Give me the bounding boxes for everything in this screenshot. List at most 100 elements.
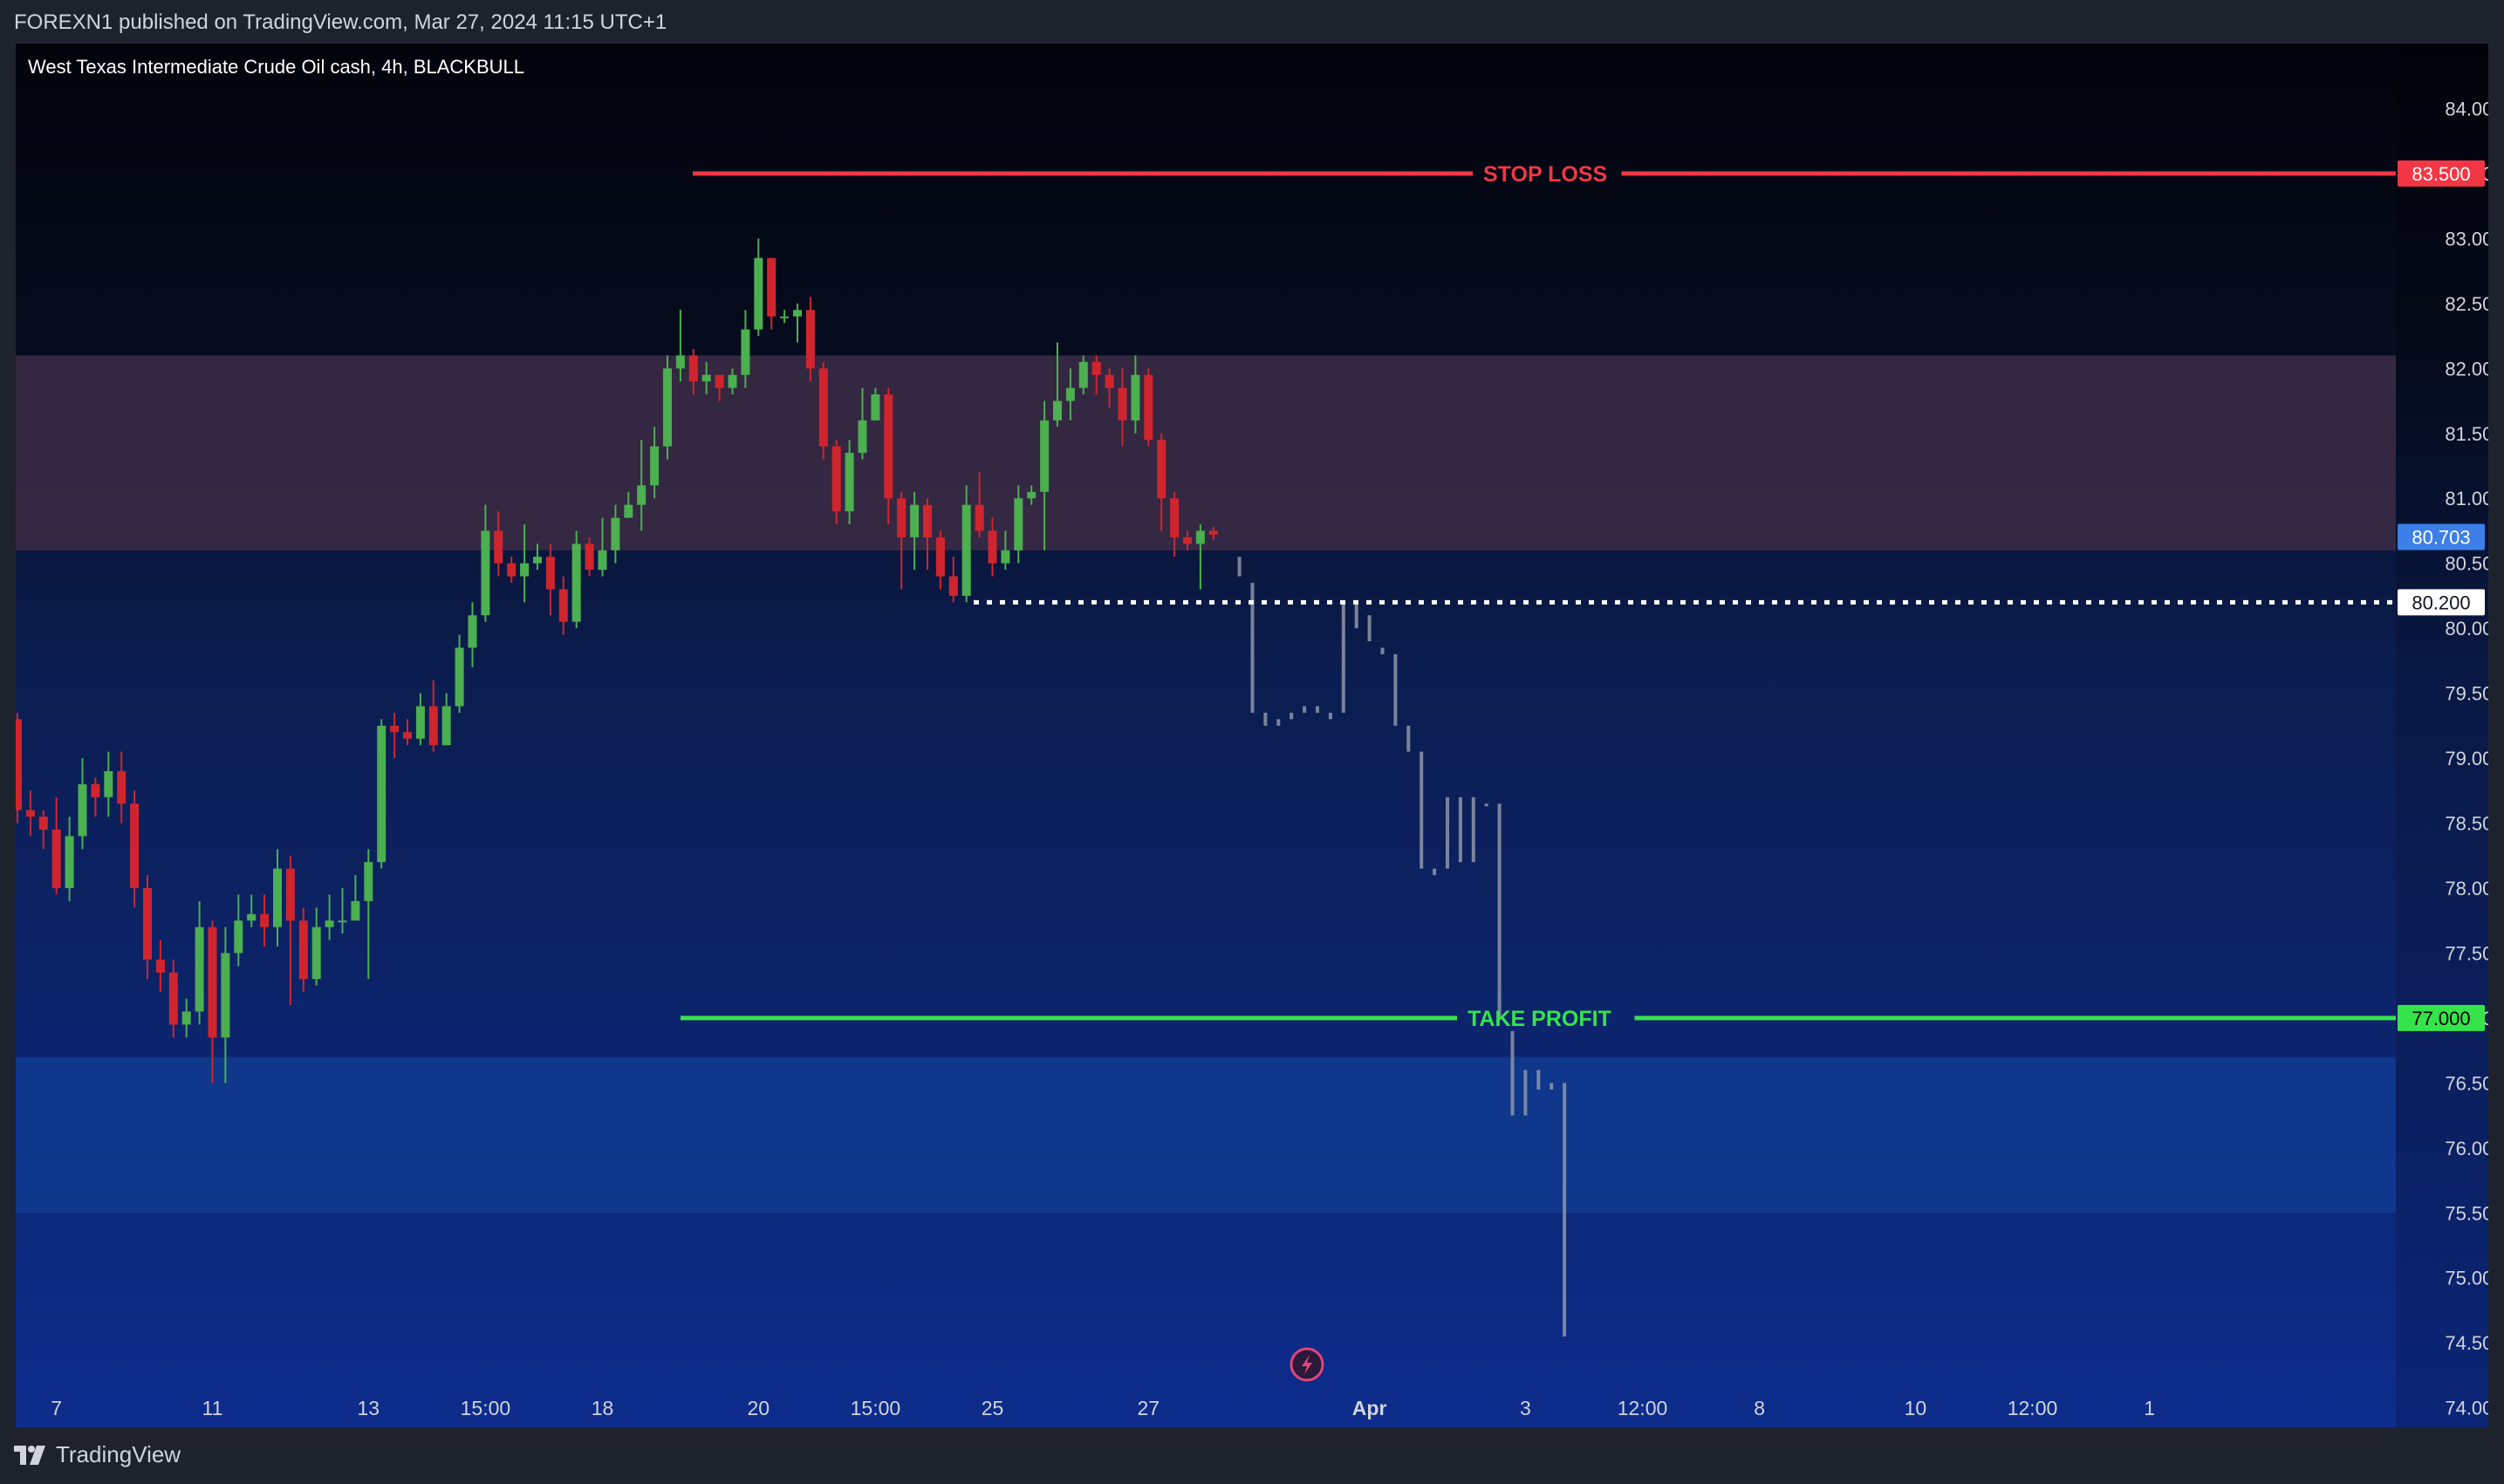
candle[interactable] xyxy=(325,894,334,940)
candle[interactable] xyxy=(598,517,607,577)
candle[interactable] xyxy=(1027,485,1036,505)
candle[interactable] xyxy=(1131,355,1140,434)
candle[interactable] xyxy=(285,855,295,1006)
candle[interactable] xyxy=(675,310,685,382)
candle[interactable] xyxy=(935,530,945,590)
candle[interactable] xyxy=(415,693,425,746)
candle[interactable] xyxy=(1091,355,1101,395)
candle[interactable] xyxy=(221,927,230,1084)
candle[interactable] xyxy=(455,634,464,713)
candle[interactable] xyxy=(468,602,477,667)
candle[interactable] xyxy=(688,348,698,395)
candle[interactable] xyxy=(780,310,790,324)
candle[interactable] xyxy=(767,257,777,330)
candle[interactable] xyxy=(1053,342,1062,427)
candle[interactable] xyxy=(884,387,893,525)
candle[interactable] xyxy=(377,719,387,869)
chart-area[interactable]: STOP LOSS TAKE PROFIT 84.000 83.500 83.000 8… xyxy=(13,44,2504,1427)
lightning-icon[interactable] xyxy=(1290,1347,1324,1382)
candle[interactable] xyxy=(441,693,451,746)
candle[interactable] xyxy=(1183,530,1192,551)
candle[interactable] xyxy=(793,303,802,343)
candle[interactable] xyxy=(117,751,127,824)
candle[interactable] xyxy=(91,777,100,817)
candle[interactable] xyxy=(494,511,503,577)
candle[interactable] xyxy=(637,440,647,531)
candle[interactable] xyxy=(1170,491,1180,557)
candle[interactable] xyxy=(1001,530,1010,571)
candle[interactable] xyxy=(247,894,257,927)
candle[interactable] xyxy=(1040,400,1050,551)
candle[interactable] xyxy=(585,537,594,577)
candle[interactable] xyxy=(975,472,984,537)
candle[interactable] xyxy=(51,797,61,895)
candle[interactable] xyxy=(403,719,412,746)
candle[interactable] xyxy=(611,504,620,564)
candle[interactable] xyxy=(663,355,672,460)
candle[interactable] xyxy=(818,361,828,460)
candle[interactable] xyxy=(910,491,920,571)
candle[interactable] xyxy=(1157,433,1166,531)
candle[interactable] xyxy=(168,959,178,1038)
stop-loss-level[interactable]: STOP LOSS xyxy=(693,162,2396,187)
candle[interactable] xyxy=(338,887,347,934)
candle[interactable] xyxy=(754,238,763,337)
candle[interactable] xyxy=(13,712,22,824)
candle[interactable] xyxy=(481,504,490,622)
candle[interactable] xyxy=(1195,524,1205,590)
candle[interactable] xyxy=(507,557,517,584)
candle[interactable] xyxy=(155,940,165,993)
candle[interactable] xyxy=(897,491,907,590)
tradingview-logo[interactable]: TradingView xyxy=(14,1441,181,1468)
candle[interactable] xyxy=(1078,355,1088,395)
entry-price-tag[interactable]: 80.200 xyxy=(2398,589,2485,616)
candle[interactable] xyxy=(533,544,542,571)
candle[interactable] xyxy=(845,440,854,525)
candle[interactable] xyxy=(871,387,880,421)
candle[interactable] xyxy=(195,900,204,1025)
chart-svg[interactable]: STOP LOSS TAKE PROFIT 84.000 83.500 83.000 8… xyxy=(13,44,2504,1427)
candle[interactable] xyxy=(961,485,971,603)
candle[interactable] xyxy=(181,998,191,1038)
candle[interactable] xyxy=(624,491,633,518)
candle[interactable] xyxy=(390,712,400,759)
candle[interactable] xyxy=(143,875,152,980)
candle[interactable] xyxy=(1144,368,1153,447)
candle[interactable] xyxy=(988,517,997,577)
candle[interactable] xyxy=(1014,485,1023,564)
candle[interactable] xyxy=(741,310,750,388)
candle[interactable] xyxy=(104,751,113,817)
candle[interactable] xyxy=(364,849,373,980)
candle[interactable] xyxy=(923,498,932,571)
candle[interactable] xyxy=(1065,368,1075,421)
candle[interactable] xyxy=(260,894,270,947)
candle[interactable] xyxy=(78,758,87,850)
candle[interactable] xyxy=(558,576,568,635)
candle[interactable] xyxy=(520,524,530,603)
candle[interactable] xyxy=(25,790,35,837)
candle[interactable] xyxy=(208,920,217,1084)
candle[interactable] xyxy=(715,374,724,401)
candle[interactable] xyxy=(545,544,555,616)
candle[interactable] xyxy=(1105,368,1114,407)
candle[interactable] xyxy=(1118,368,1127,447)
candle[interactable] xyxy=(1208,526,1218,540)
candle[interactable] xyxy=(650,427,660,499)
stop-loss-price-tag[interactable]: 83.500 xyxy=(2398,160,2485,187)
take-profit-level[interactable]: TAKE PROFIT xyxy=(681,1007,2396,1031)
candle[interactable] xyxy=(858,387,867,460)
candle[interactable] xyxy=(351,875,360,921)
candle[interactable] xyxy=(311,907,321,986)
candle[interactable] xyxy=(273,849,282,947)
candle[interactable] xyxy=(805,297,815,382)
candle[interactable] xyxy=(234,894,243,967)
candle[interactable] xyxy=(728,368,737,395)
current-price-price-tag[interactable]: 80.703 xyxy=(2398,523,2485,551)
candle[interactable] xyxy=(948,557,958,603)
candle[interactable] xyxy=(298,907,308,993)
candle[interactable] xyxy=(831,440,841,525)
take-profit-price-tag[interactable]: 77.000 xyxy=(2398,1004,2485,1031)
candle[interactable] xyxy=(428,680,438,752)
candle[interactable] xyxy=(571,530,581,629)
candle[interactable] xyxy=(130,790,140,908)
